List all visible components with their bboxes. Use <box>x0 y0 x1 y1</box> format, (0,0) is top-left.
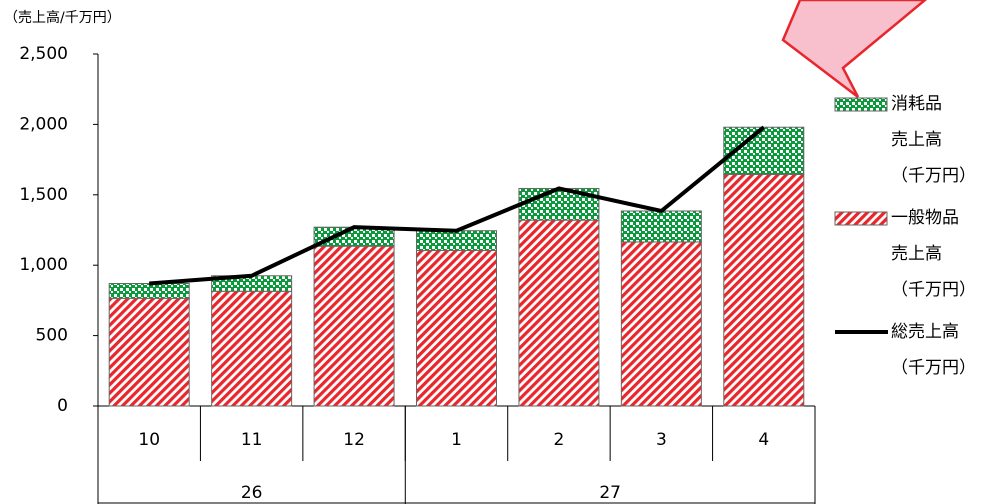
bar-segment <box>723 126 805 175</box>
x-tick-label: 12 <box>343 430 365 450</box>
x-tick-label: 10 <box>138 430 160 450</box>
arrow <box>781 0 927 98</box>
bar-segment <box>416 249 497 407</box>
line <box>149 125 766 286</box>
y-axis-label: （売上高/千万円） <box>4 9 121 26</box>
legend-swatch <box>834 211 888 226</box>
y-tick-label: 2,000 <box>19 114 68 134</box>
x-tick-label: 1 <box>451 430 462 450</box>
bar-segment <box>416 230 497 251</box>
x-tick-label: 4 <box>758 430 769 450</box>
bar-segment <box>620 210 702 243</box>
group-label: 26 <box>241 483 263 503</box>
bar-segment <box>518 219 600 407</box>
group-label: 27 <box>599 483 621 503</box>
bar-segment <box>313 245 395 407</box>
bar-segment <box>108 297 190 407</box>
y-tick-label: 1,500 <box>19 185 68 205</box>
bar-segment <box>108 283 190 299</box>
x-tick-label: 3 <box>656 430 667 450</box>
bar-segment <box>211 290 293 407</box>
x-tick-label: 11 <box>241 430 263 450</box>
x-tick-label: 2 <box>554 430 565 450</box>
y-tick-label: 500 <box>36 326 68 346</box>
legend-swatch <box>834 97 888 112</box>
y-tick-label: 2,500 <box>19 44 68 64</box>
bar-segment <box>723 173 805 407</box>
bar-segment <box>620 241 702 407</box>
legend-label: 一般物品売上高（千万円） <box>891 208 976 300</box>
y-tick-label: 1,000 <box>19 255 68 275</box>
legend-label: 消耗品売上高（千万円） <box>891 94 976 186</box>
y-tick-label: 0 <box>57 396 68 416</box>
legend-label: 総売上高（千万円） <box>891 322 976 378</box>
